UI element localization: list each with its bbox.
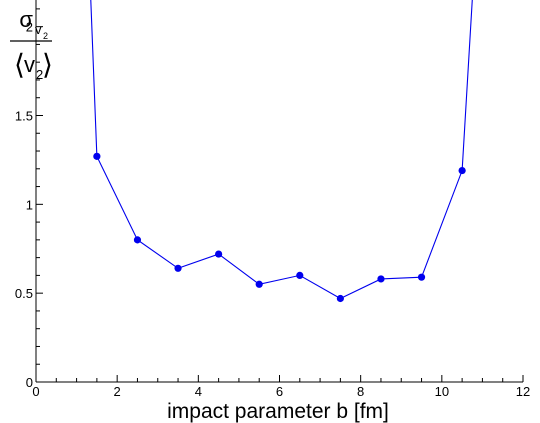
y-title-sigma: σ [19,7,33,32]
data-point [336,294,344,303]
data-point [255,280,263,288]
data-point [215,250,223,258]
x-tick-label: 0 [32,384,39,399]
data-point [174,264,182,272]
y-title-sigma-sub: v [35,22,42,37]
ticks: 0 2 4 6 8 10 12 0 0.5 1 1.5 2 [15,8,530,399]
data-point [458,166,466,175]
y-tick-label: 1.5 [15,108,33,123]
y-title-sigma-subsub: 2 [43,31,48,41]
data-point [417,273,426,281]
data-point [296,271,304,279]
x-tick-label: 2 [114,384,121,399]
data-point [377,275,385,283]
y-title-v: v [24,52,35,77]
series [90,0,473,303]
series-line [90,0,473,300]
x-tick-label: 4 [195,384,202,399]
y-tick-label: 0 [26,375,33,390]
x-tick-label: 12 [516,384,530,399]
x-tick-label: 10 [435,384,449,399]
data-point [93,152,101,160]
y-axis-title: σ v 2 ⟨ v 2 ⟩ [10,7,53,82]
data-point [133,236,142,244]
y-title-left-bracket: ⟨ [14,49,25,80]
y-title-v-sub: 2 [36,67,43,82]
y-title-right-bracket: ⟩ [42,49,53,80]
y-tick-label: 1 [26,197,33,212]
x-axis-title: impact parameter b [fm] [167,400,389,423]
y-tick-label: 0.5 [15,286,33,301]
axes [35,0,523,383]
y-tick-label: 2 [26,20,33,35]
x-tick-label: 8 [357,384,364,399]
x-tick-label: 6 [276,384,283,399]
